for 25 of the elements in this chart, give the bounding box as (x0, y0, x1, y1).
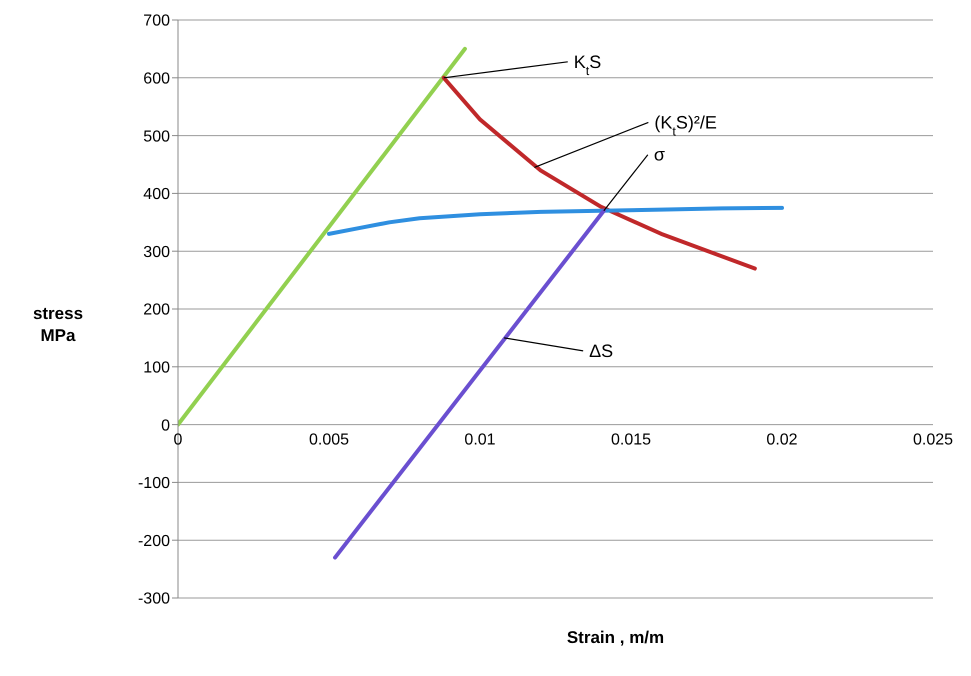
annotation: σ (654, 144, 665, 165)
x-tick-label: 0.005 (308, 432, 350, 449)
y-tick-label: -200 (138, 532, 170, 550)
x-tick-label: 0.015 (610, 432, 652, 449)
y-tick-label: 200 (143, 302, 170, 319)
annotation: (K$_{t}$S)²/E (654, 112, 717, 138)
y-tick-label: 0 (161, 417, 170, 434)
line-series (327, 206, 784, 236)
y-tick-label: -100 (138, 475, 170, 492)
x-tick-label: 0.01 (464, 432, 496, 449)
y-axis-title: stress MPa (32, 304, 84, 345)
y-tick-label: 500 (143, 128, 170, 146)
x-tick-label: 0.02 (766, 432, 798, 449)
annotation: K$_{t}$S (574, 52, 602, 78)
y-tick-label: 300 (143, 244, 170, 261)
x-tick-label: 0 (174, 432, 183, 449)
x-axis-title: Strain , m/m (566, 628, 664, 647)
y-tick-label: 700 (143, 12, 170, 30)
y-tick-label: 400 (143, 186, 170, 204)
annotation: ΔS (589, 340, 614, 361)
y-tick-label: 600 (143, 70, 170, 88)
x-tick-label: 0.025 (912, 432, 954, 449)
line-series (442, 76, 757, 271)
y-tick-label: 100 (143, 359, 170, 376)
y-tick-label: -300 (138, 590, 170, 608)
